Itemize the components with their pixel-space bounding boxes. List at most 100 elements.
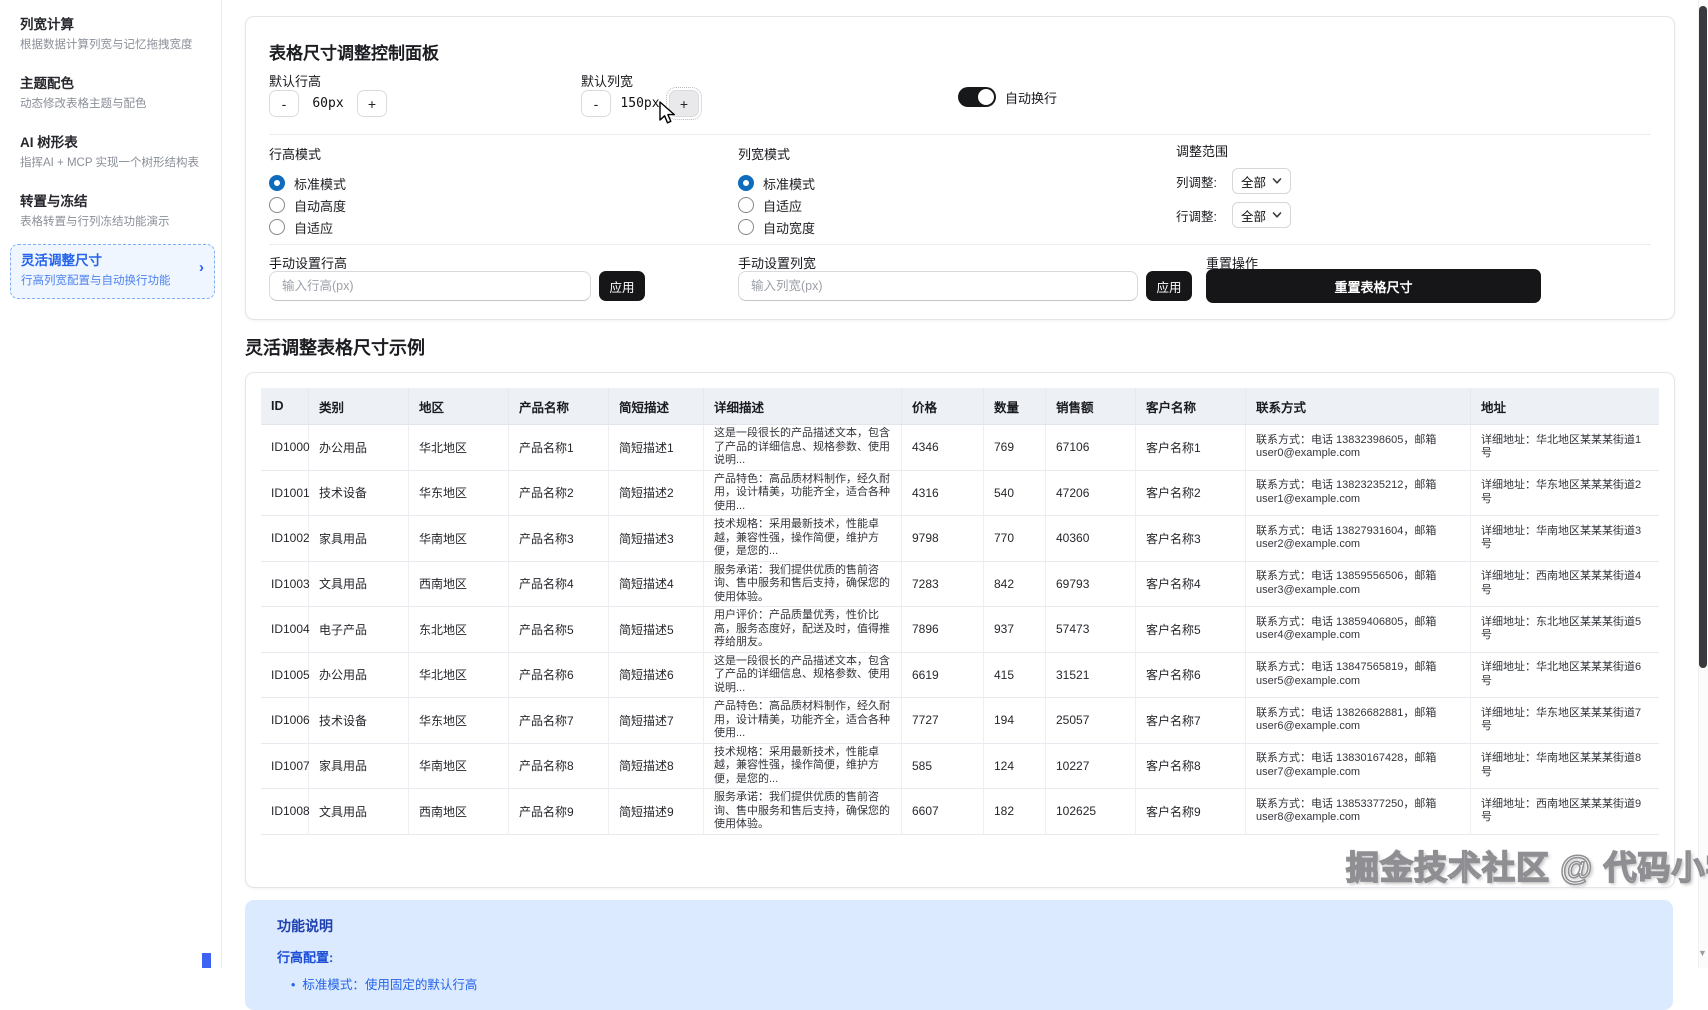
table-cell: ID1005 <box>261 652 310 698</box>
manual-col-width-label: 手动设置列宽 <box>738 256 817 271</box>
sidebar-item-title: 转置与冻结 <box>20 194 88 209</box>
table-cell: ID1002 <box>261 516 310 562</box>
table-cell: 客户名称2 <box>1136 470 1246 516</box>
select-value: 全部 <box>1241 175 1267 190</box>
table-cell: ID1000 <box>261 425 310 471</box>
radio-icon[interactable] <box>738 175 754 191</box>
table-cell: 简短描述6 <box>609 652 704 698</box>
sidebar-item-1[interactable]: 列宽计算根据数据计算列宽与记忆拖拽宽度 <box>0 16 221 53</box>
table-cell: 102625 <box>1046 789 1136 835</box>
reset-table-size-button[interactable]: 重置表格尺寸 <box>1206 269 1541 303</box>
table-cell: 47206 <box>1046 470 1136 516</box>
table-cell: 客户名称6 <box>1136 652 1246 698</box>
col-width-mode-option-3[interactable]: 自动宽度 <box>738 216 815 238</box>
table-cell: 办公用品 <box>309 425 409 471</box>
table-header-cell-12: 地址 <box>1471 388 1659 425</box>
table-cell: 客户名称8 <box>1136 743 1246 789</box>
chevron-right-icon: › <box>199 259 204 276</box>
table-cell: 10227 <box>1046 743 1136 789</box>
manual-col-width-input[interactable] <box>738 271 1138 301</box>
info-title: 功能说明 <box>277 918 333 934</box>
auto-wrap-field: 自动换行 <box>958 87 1057 107</box>
col-width-decrease-button[interactable]: - <box>581 90 611 117</box>
table-cell: 详细地址：华东地区某某某街道7号 <box>1471 698 1659 744</box>
table-row-6: ID1005 办公用品 华北地区 产品名称6 简短描述6 这是一段很长的产品描述文本，包含… <box>261 652 1659 698</box>
sidebar-item-3[interactable]: AI 树形表 指挥AI + MCP 实现一个树形结构表 <box>0 134 221 171</box>
default-col-width-label: 默认列宽 <box>581 74 634 89</box>
row-height-mode-option-2[interactable]: 自动高度 <box>269 194 346 216</box>
table-cell: 技术设备 <box>309 698 409 744</box>
panel-divider-2 <box>269 244 1651 245</box>
apply-col-width-button[interactable]: 应用 <box>1146 271 1192 301</box>
table-cell: 联系方式：电话 13823235212，邮箱 user1@example.com <box>1246 470 1471 516</box>
table-cell: 技术规格：采用最新技术，性能卓越，兼容性强，操作简便，维护方便，是您的... <box>704 516 902 562</box>
col-width-increase-button[interactable]: + <box>666 87 702 120</box>
sidebar-item-title: 灵活调整尺寸 <box>21 253 102 268</box>
feature-info-panel: 功能说明 行高配置: • 标准模式：使用固定的默认行高 <box>245 900 1673 1010</box>
sidebar-item-5[interactable]: 灵活调整尺寸 行高列宽配置与自动换行功能 › <box>10 244 215 299</box>
select-value: 全部 <box>1241 209 1267 224</box>
radio-option-label: 自适应 <box>294 220 334 236</box>
table-cell: ID1006 <box>261 698 310 744</box>
row-height-increase-button[interactable]: + <box>357 90 387 117</box>
adjust-range-rows: 列调整: 全部 行调整: 全部 <box>1176 168 1292 228</box>
apply-row-height-button[interactable]: 应用 <box>599 271 645 301</box>
table-cell: 客户名称3 <box>1136 516 1246 562</box>
table-cell: 客户名称7 <box>1136 698 1246 744</box>
table-header-cell-5: 简短描述 <box>609 388 704 425</box>
table-cell: 办公用品 <box>309 652 409 698</box>
panel-title: 表格尺寸调整控制面板 <box>269 44 439 63</box>
col-width-mode-option-1[interactable]: 标准模式 <box>738 172 815 194</box>
row-adjust-select[interactable]: 全部 <box>1232 202 1292 228</box>
watermark: 掘金技术社区 @ 代码小学僧 <box>1345 848 1708 887</box>
table-cell: 产品名称9 <box>509 789 609 835</box>
table-header-cell-9: 销售额 <box>1046 388 1136 425</box>
table-cell: 用户评价：产品质量优秀，性价比高，服务态度好，配送及时，值得推荐给朋友。 <box>704 607 902 653</box>
row-height-mode-option-1[interactable]: 标准模式 <box>269 172 346 194</box>
chevron-down-icon <box>1272 178 1282 184</box>
table-row-9: ID1008 文具用品 西南地区 产品名称9 简短描述9 服务承诺：我们提供优质的售前咨询… <box>261 789 1659 835</box>
auto-wrap-toggle[interactable] <box>958 87 996 107</box>
table-cell: 西南地区 <box>409 561 509 607</box>
row-height-stepper: - 60px + <box>269 90 387 117</box>
panel-divider-1 <box>269 134 1651 135</box>
col-adjust-select[interactable]: 全部 <box>1232 168 1292 194</box>
col-width-mode-option-2[interactable]: 自适应 <box>738 194 815 216</box>
sidebar-item-title: 主题配色 <box>20 76 74 91</box>
table-row-3: ID1002 家具用品 华南地区 产品名称3 简短描述3 技术规格：采用最新技术，性能卓越… <box>261 516 1659 562</box>
table-row-5: ID1004 电子产品 东北地区 产品名称5 简短描述5 用户评价：产品质量优秀，性价比高… <box>261 607 1659 653</box>
row-height-decrease-button[interactable]: - <box>269 90 299 117</box>
table-cell: 联系方式：电话 13859556506，邮箱 user3@example.com <box>1246 561 1471 607</box>
table-cell: 产品名称8 <box>509 743 609 789</box>
table-cell: 67106 <box>1046 425 1136 471</box>
table-cell: 客户名称9 <box>1136 789 1246 835</box>
table-cell: 简短描述2 <box>609 470 704 516</box>
table-cell: 产品名称7 <box>509 698 609 744</box>
sidebar-item-4[interactable]: 转置与冻结 表格转置与行列冻结功能演示 <box>0 193 221 230</box>
sidebar-item-subtitle: 根据数据计算列宽与记忆拖拽宽度 <box>20 39 193 51</box>
table-cell: 华北地区 <box>409 425 509 471</box>
table-header-cell-8: 数量 <box>984 388 1046 425</box>
radio-icon[interactable] <box>738 219 754 235</box>
sidebar-item-title: 列宽计算 <box>20 17 74 32</box>
sidebar-item-subtitle: 指挥AI + MCP 实现一个树形结构表 <box>20 157 200 169</box>
table-cell: 华东地区 <box>409 470 509 516</box>
sidebar-scroll-chip <box>202 953 211 968</box>
page-scrollbar-thumb[interactable] <box>1699 6 1707 668</box>
table-header-cell-4: 产品名称 <box>509 388 609 425</box>
radio-icon[interactable] <box>269 197 285 213</box>
radio-icon[interactable] <box>269 219 285 235</box>
table-cell: 6619 <box>902 652 984 698</box>
radio-icon[interactable] <box>738 197 754 213</box>
table-header-cell-7: 价格 <box>902 388 984 425</box>
table-cell: 详细地址：华北地区某某某街道6号 <box>1471 653 1659 698</box>
radio-icon[interactable] <box>269 175 285 191</box>
row-height-mode-label: 行高模式 <box>269 147 322 162</box>
manual-row-height-input[interactable] <box>269 271 591 301</box>
table-cell: 家具用品 <box>309 516 409 562</box>
table-cell: 194 <box>984 698 1046 744</box>
row-height-mode-option-3[interactable]: 自适应 <box>269 216 346 238</box>
sidebar-item-2[interactable]: 主题配色 动态修改表格主题与配色 <box>0 75 221 112</box>
adjust-range-row-1: 列调整: 全部 <box>1176 168 1292 194</box>
scrollbar-down-arrow-icon[interactable]: ▼ <box>1698 948 1707 958</box>
